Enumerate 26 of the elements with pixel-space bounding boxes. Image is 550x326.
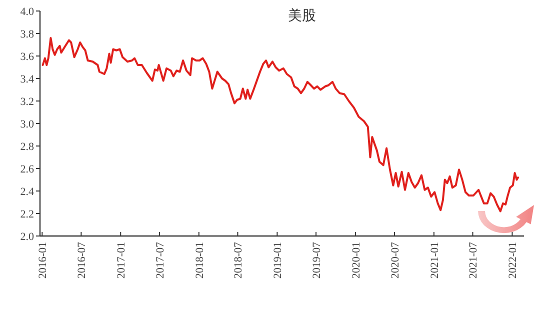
y-tick-label: 4.0 bbox=[20, 6, 34, 18]
x-tick-label: 2018-01 bbox=[194, 242, 206, 279]
y-tick-label: 3.2 bbox=[20, 96, 34, 108]
x-tick-label: 2022-01 bbox=[507, 242, 520, 279]
x-tick-label: 2020-01 bbox=[350, 242, 362, 279]
x-tick-label: 2017-07 bbox=[154, 242, 166, 279]
y-tick-label: 3.8 bbox=[20, 28, 34, 40]
line-series bbox=[42, 37, 519, 212]
y-tick-label: 2.8 bbox=[20, 141, 34, 153]
y-tick-label: 2.6 bbox=[20, 164, 34, 176]
x-tick-label: 2019-01 bbox=[272, 242, 284, 279]
x-tick-label: 2019-07 bbox=[310, 242, 323, 279]
y-tick-label: 3.6 bbox=[20, 51, 34, 63]
y-tick-label: 3.4 bbox=[20, 74, 34, 86]
x-tick-label: 2016-01 bbox=[37, 242, 50, 279]
y-tick-label: 2.4 bbox=[20, 186, 34, 198]
x-tick-label: 2017-01 bbox=[116, 242, 128, 279]
y-tick-label: 3.0 bbox=[20, 118, 34, 130]
y-tick-label: 2.2 bbox=[20, 208, 34, 220]
x-tick-label: 2016-07 bbox=[76, 242, 88, 279]
chart-title: 美股 bbox=[288, 8, 316, 24]
x-tick-label: 2020-07 bbox=[389, 242, 402, 279]
x-tick-label: 2018-07 bbox=[232, 242, 245, 279]
x-tick-label: 2021-01 bbox=[428, 242, 441, 279]
x-tick-label: 2021-07 bbox=[468, 242, 480, 279]
y-tick-label: 2.0 bbox=[20, 231, 34, 243]
